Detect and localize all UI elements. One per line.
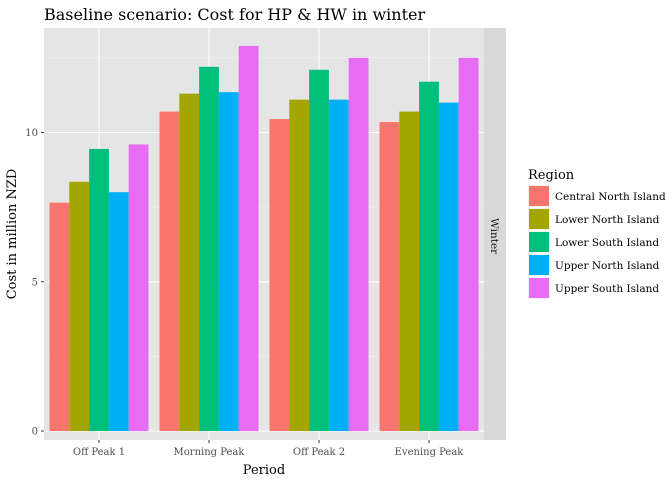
bar [328, 99, 349, 432]
x-tick-label: Off Peak 2 [293, 447, 345, 458]
bar [399, 111, 420, 432]
bar [289, 99, 310, 432]
bar [379, 122, 400, 432]
bar [89, 148, 109, 432]
bar [419, 81, 439, 432]
x-axis-title: Period [243, 463, 285, 478]
y-tick-label: 0 [32, 427, 38, 438]
legend-swatch [529, 232, 549, 252]
legend-swatch [529, 186, 549, 206]
bar [438, 102, 459, 432]
bar [159, 111, 180, 432]
bar [199, 66, 219, 432]
y-tick-label: 5 [32, 277, 38, 288]
legend-label: Lower North Island [555, 214, 660, 226]
legend: Region Central North Island Lower North I… [528, 168, 666, 299]
legend-label: Lower South Island [555, 237, 659, 249]
bar [128, 144, 149, 432]
facet-strip-label: Winter [488, 218, 500, 255]
legend-title: Region [528, 168, 575, 183]
legend-swatch [529, 255, 549, 275]
legend-swatch [529, 278, 549, 298]
bar [269, 119, 290, 432]
legend-label: Upper North Island [555, 260, 660, 272]
x-tick-label: Off Peak 1 [73, 447, 125, 458]
bar [49, 202, 70, 432]
bar [458, 57, 479, 432]
chart-title: Baseline scenario: Cost for HP & HW in w… [44, 5, 425, 24]
bar [218, 92, 239, 432]
bars [49, 45, 479, 432]
bar [348, 57, 369, 432]
x-axis: Off Peak 1 Morning Peak Off Peak 2 Evening … [73, 440, 464, 458]
bar [69, 181, 90, 432]
x-tick-label: Morning Peak [174, 447, 246, 458]
y-tick-label: 10 [25, 128, 38, 139]
legend-label: Central North Island [555, 191, 666, 203]
bar [238, 45, 259, 432]
bar [179, 93, 200, 432]
bar [108, 192, 129, 432]
y-axis-title: Cost in million NZD [5, 169, 20, 300]
facet-strip [484, 28, 506, 440]
legend-label: Upper South Island [555, 283, 659, 295]
legend-swatch [529, 209, 549, 229]
bar [309, 69, 329, 432]
y-axis: 0 5 10 [25, 128, 44, 438]
x-tick-label: Evening Peak [395, 447, 465, 458]
